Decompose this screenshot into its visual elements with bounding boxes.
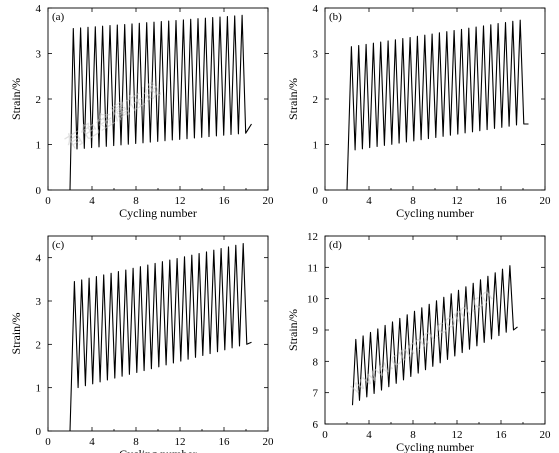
x-tick-label: 20 [540,195,552,207]
x-tick-label: 8 [410,429,416,441]
y-tick-label: 4 [36,3,42,15]
x-tick-label: 16 [496,429,508,441]
x-tick-label: 12 [452,195,463,207]
y-tick-label: 2 [313,94,319,106]
x-tick-label: 12 [452,429,463,441]
y-axis-label: Strain/% [9,313,23,355]
x-tick-label: 12 [175,195,186,207]
x-axis-label: Cycling number [119,206,197,220]
y-tick-label: 8 [313,356,319,368]
y-tick-label: 0 [36,185,42,197]
watermark-text: 有色金属在线 [62,79,165,154]
strain-curve [346,19,529,191]
x-tick-label: 0 [45,436,51,448]
panel-label: (b) [329,11,342,23]
x-tick-label: 20 [263,436,275,448]
y-axis-label: Strain/% [286,78,300,120]
x-tick-label: 8 [133,436,139,448]
x-tick-label: 16 [496,195,508,207]
y-tick-label: 4 [313,3,319,15]
x-tick-label: 20 [540,429,552,441]
y-tick-label: 0 [36,426,42,438]
y-tick-label: 9 [313,325,319,337]
panel-label: (c) [52,239,65,251]
x-tick-label: 16 [219,436,231,448]
y-tick-label: 11 [307,262,318,274]
strain-curve [69,14,252,191]
x-axis-label: Cycling number [396,440,474,453]
y-tick-label: 2 [36,339,42,351]
y-tick-label: 1 [36,383,42,395]
panel-label: (d) [329,239,342,251]
x-tick-label: 12 [175,436,186,448]
y-tick-label: 1 [313,140,319,152]
y-axis-label: Strain/% [286,309,300,351]
y-tick-label: 12 [307,231,318,243]
panel-label: (a) [52,11,65,23]
x-tick-label: 8 [133,195,139,207]
x-tick-label: 0 [45,195,51,207]
y-tick-label: 3 [36,49,42,61]
y-tick-label: 3 [313,49,319,61]
y-tick-label: 4 [36,253,42,265]
y-tick-label: 6 [313,419,319,431]
x-tick-label: 4 [366,429,372,441]
x-tick-label: 4 [366,195,372,207]
y-tick-label: 3 [36,296,42,308]
x-tick-label: 4 [89,195,95,207]
x-tick-label: 0 [322,429,328,441]
y-tick-label: 10 [307,294,319,306]
x-tick-label: 16 [219,195,231,207]
y-tick-label: 0 [313,185,319,197]
x-tick-label: 20 [263,195,275,207]
x-axis-label: Cycling number [396,206,474,220]
x-tick-label: 0 [322,195,328,207]
strain-curve [69,243,252,432]
y-axis-label: Strain/% [9,78,23,120]
x-tick-label: 8 [410,195,416,207]
y-tick-label: 7 [313,388,319,400]
y-tick-label: 2 [36,94,42,106]
y-tick-label: 1 [36,140,42,152]
x-tick-label: 4 [89,436,95,448]
strain-curve [351,265,518,406]
x-axis-label: Cycling number [119,447,197,453]
watermark-text: www.cnmn.com.cn [346,285,497,400]
